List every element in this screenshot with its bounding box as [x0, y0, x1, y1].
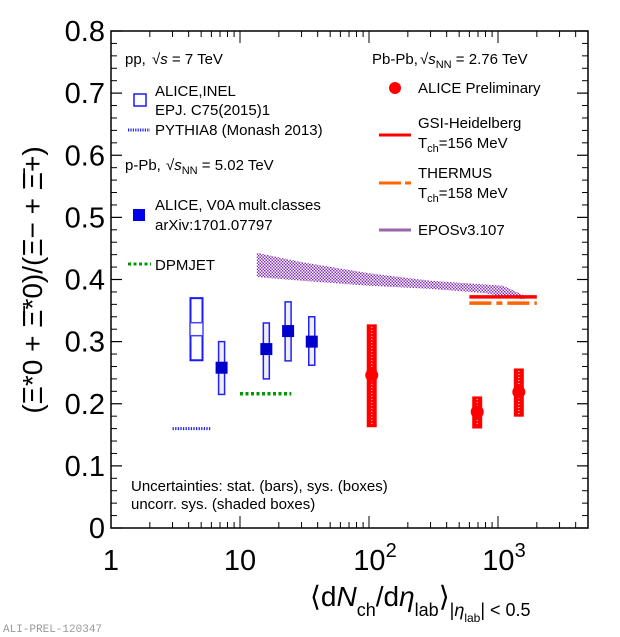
legend-marker-filled-square [133, 209, 145, 221]
uncertainty-note-line1: Uncertainties: stat. (bars), sys. (boxes… [131, 478, 388, 495]
svg-text:⟨dNch/dηlab⟩|ηlab| < 0.5: ⟨dNch/dηlab⟩|ηlab| < 0.5 [310, 581, 531, 625]
preliminary-watermark: ALI-PREL-120347 [3, 624, 102, 636]
x-tick-label: 102 [353, 540, 396, 577]
svg-text:Tch=158 MeV: Tch=158 MeV [418, 185, 508, 205]
chart-marks [172, 252, 537, 431]
svg-text:√sNN = 2.76 TeV: √sNN = 2.76 TeV [420, 51, 528, 71]
svg-text:√sNN = 5.02 TeV: √sNN = 5.02 TeV [166, 157, 274, 177]
y-tick-label: 0.6 [65, 140, 105, 172]
legend-pp-header: pp, [125, 51, 146, 68]
data-point-ppb [305, 335, 318, 348]
data-point-pbpb [470, 405, 484, 419]
legend-epos: EPOSv3.107 [418, 222, 505, 239]
axes: 0 0.1 0.2 0.3 0.4 0.5 0.6 0.7 0.8 1 10 102 103 [65, 16, 589, 577]
y-axis-label-text: (Ξ*0 + Ξ̄*0)/(Ξ− + Ξ̄+) [17, 146, 48, 413]
y-tick-label: 0 [89, 513, 105, 545]
y-axis-label: (Ξ*0 + Ξ̄*0)/(Ξ− + Ξ̄+) [17, 146, 48, 413]
legend-gsi-temperature: =156 MeV [439, 135, 508, 152]
y-tick-label: 0.7 [65, 78, 105, 110]
legend-gsi-line1: GSI-Heidelberg [418, 115, 521, 132]
legend-pp-data-line2: EPJ. C75(2015)1 [155, 102, 270, 119]
data-point-ppb [260, 343, 273, 356]
legend-ppb-data-line1: ALICE, V0A mult.classes [155, 197, 321, 214]
data-point-pp [189, 321, 204, 337]
x-axis-label: ⟨dNch/dηlab⟩|ηlab| < 0.5 [310, 581, 531, 625]
data-point-pbpb [512, 385, 526, 399]
legend-marker-filled-circle [389, 82, 401, 94]
legend-dpmjet: DPMJET [155, 257, 215, 274]
y-tick-label: 0.2 [65, 389, 105, 421]
legend-ppb-data-line2: arXiv:1701.07797 [155, 217, 273, 234]
y-tick-label: 0.1 [65, 451, 105, 483]
legend-right: Pb-Pb, √sNN = 2.76 TeV ALICE Preliminary… [372, 51, 541, 239]
legend-pbpb-data: ALICE Preliminary [418, 80, 541, 97]
x-tick-label: 10 [224, 545, 256, 577]
legend-pbpb-header: Pb-Pb, [372, 51, 418, 68]
y-tick-label: 0.5 [65, 202, 105, 234]
legend-ppb-header: p-Pb, [125, 157, 161, 174]
legend-thermus-temperature: =158 MeV [439, 185, 508, 202]
legend-marker-open-square [133, 93, 147, 107]
data-point-pbpb [365, 368, 379, 382]
y-tick-label: 0.4 [65, 265, 105, 297]
legend-left: pp, √s = 7 TeV ALICE,INEL EPJ. C75(2015)… [125, 51, 323, 274]
data-point-ppb [215, 361, 228, 374]
legend-pp-energy: = 7 TeV [172, 51, 223, 68]
svg-text:Tch=156 MeV: Tch=156 MeV [418, 135, 508, 155]
x-tick-label: 103 [482, 540, 525, 577]
y-tick-label: 0.3 [65, 327, 105, 359]
y-tick-label: 0.8 [65, 16, 105, 48]
data-point-ppb [282, 325, 295, 338]
x-tick-label: 1 [103, 545, 119, 577]
legend-pythia: PYTHIA8 (Monash 2013) [155, 122, 323, 139]
legend-pp-data-line1: ALICE,INEL [155, 83, 236, 100]
svg-text:√s = 7 TeV: √s = 7 TeV [152, 51, 223, 68]
legend-thermus-line1: THERMUS [418, 165, 492, 182]
uncertainty-note-line2: uncorr. sys. (shaded boxes) [131, 496, 315, 513]
legend-pbpb-energy: = 2.76 TeV [456, 51, 528, 68]
legend-ppb-energy: = 5.02 TeV [202, 157, 274, 174]
epos-band [256, 252, 525, 300]
